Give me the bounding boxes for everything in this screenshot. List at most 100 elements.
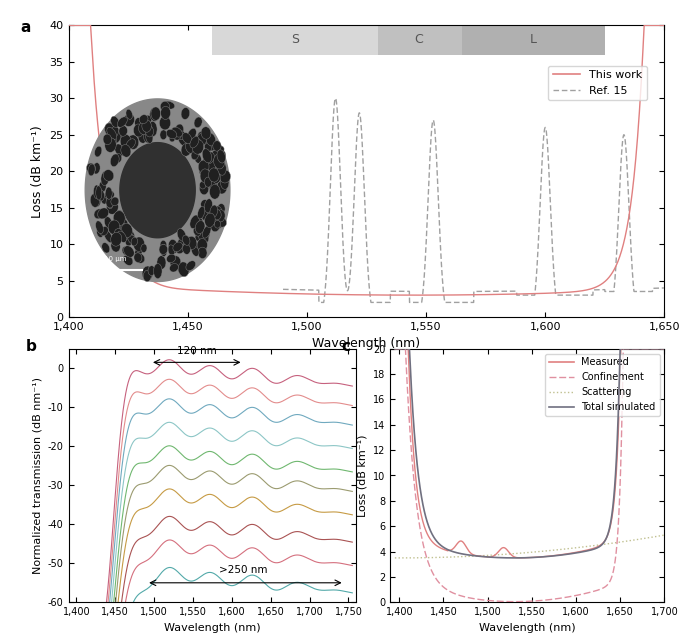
Ellipse shape [203, 152, 214, 164]
Confinement [660, 345, 669, 353]
Scattering [423, 554, 431, 562]
Ellipse shape [173, 242, 182, 252]
Text: S: S [291, 34, 299, 46]
Ellipse shape [208, 141, 216, 151]
Ellipse shape [201, 207, 212, 221]
Ellipse shape [145, 126, 153, 137]
Polygon shape [85, 99, 230, 281]
Ellipse shape [157, 256, 166, 269]
Ellipse shape [199, 231, 209, 243]
Ellipse shape [114, 229, 124, 241]
Ellipse shape [141, 115, 152, 124]
Ellipse shape [148, 266, 155, 276]
Ellipse shape [204, 198, 212, 213]
Ellipse shape [193, 138, 201, 148]
Ellipse shape [125, 234, 134, 246]
Ellipse shape [194, 218, 203, 230]
Ellipse shape [191, 151, 199, 160]
Y-axis label: Normalized transmission (dB nm⁻¹): Normalized transmission (dB nm⁻¹) [32, 377, 42, 574]
Ellipse shape [178, 136, 188, 146]
Ellipse shape [202, 149, 212, 163]
Ellipse shape [96, 186, 102, 200]
Ellipse shape [111, 232, 122, 246]
Ellipse shape [186, 261, 196, 271]
Ellipse shape [209, 216, 219, 225]
Ellipse shape [92, 192, 101, 207]
Confinement [511, 598, 519, 605]
Ellipse shape [111, 197, 119, 206]
Ellipse shape [119, 223, 127, 233]
Ellipse shape [123, 113, 134, 127]
Ellipse shape [192, 246, 199, 256]
Ellipse shape [150, 108, 159, 121]
Confinement [390, 345, 399, 353]
Ellipse shape [217, 150, 225, 163]
Ellipse shape [204, 143, 212, 152]
X-axis label: Wavelength (nm): Wavelength (nm) [164, 623, 261, 633]
Measured [516, 554, 524, 562]
Ellipse shape [144, 131, 153, 143]
Ellipse shape [197, 206, 205, 219]
Ellipse shape [190, 136, 199, 148]
Ellipse shape [127, 235, 137, 245]
Ellipse shape [88, 164, 95, 176]
Ellipse shape [109, 126, 119, 139]
Ellipse shape [94, 209, 104, 219]
Ellipse shape [113, 210, 125, 226]
Ellipse shape [117, 117, 127, 127]
Confinement [516, 598, 524, 605]
Ellipse shape [121, 134, 131, 148]
Ellipse shape [198, 247, 207, 259]
Ellipse shape [178, 262, 189, 276]
Scattering [506, 550, 514, 558]
Ellipse shape [134, 237, 145, 251]
Ellipse shape [95, 146, 102, 157]
Ellipse shape [179, 131, 185, 139]
Ellipse shape [104, 217, 112, 229]
Ellipse shape [170, 256, 181, 269]
Ellipse shape [106, 200, 119, 214]
Ellipse shape [186, 236, 197, 250]
Ellipse shape [198, 160, 209, 173]
Ellipse shape [123, 255, 133, 266]
Ellipse shape [103, 134, 112, 145]
Ellipse shape [106, 198, 114, 208]
Ellipse shape [163, 101, 175, 109]
Confinement [505, 598, 513, 605]
Ellipse shape [197, 131, 208, 145]
Text: 10 μm: 10 μm [104, 256, 127, 262]
Ellipse shape [115, 210, 124, 222]
Total simulated [516, 554, 524, 562]
Ellipse shape [98, 208, 109, 219]
Ellipse shape [142, 266, 153, 280]
Total simulated [511, 554, 519, 562]
Ellipse shape [121, 223, 132, 238]
Ellipse shape [209, 181, 216, 190]
Ellipse shape [214, 220, 221, 228]
Line: Measured: Measured [395, 349, 664, 558]
Scattering [516, 550, 524, 557]
Ellipse shape [209, 168, 219, 182]
Measured [390, 345, 399, 353]
Ellipse shape [105, 138, 116, 152]
Ellipse shape [117, 231, 127, 242]
Text: C: C [414, 34, 423, 46]
Ellipse shape [221, 174, 229, 190]
Ellipse shape [193, 136, 202, 147]
Ellipse shape [160, 130, 167, 139]
Ellipse shape [217, 204, 225, 214]
Ellipse shape [120, 218, 128, 229]
Ellipse shape [214, 154, 225, 169]
Ellipse shape [193, 227, 201, 236]
Ellipse shape [160, 101, 170, 112]
Ellipse shape [94, 185, 100, 198]
Ellipse shape [210, 150, 221, 159]
Ellipse shape [114, 144, 125, 156]
Text: b: b [25, 339, 36, 354]
X-axis label: Wavelength (nm): Wavelength (nm) [479, 623, 576, 633]
Ellipse shape [208, 207, 217, 218]
Bar [378, 25, 462, 55]
Ellipse shape [115, 229, 123, 240]
Ellipse shape [190, 139, 200, 152]
Ellipse shape [201, 229, 210, 239]
